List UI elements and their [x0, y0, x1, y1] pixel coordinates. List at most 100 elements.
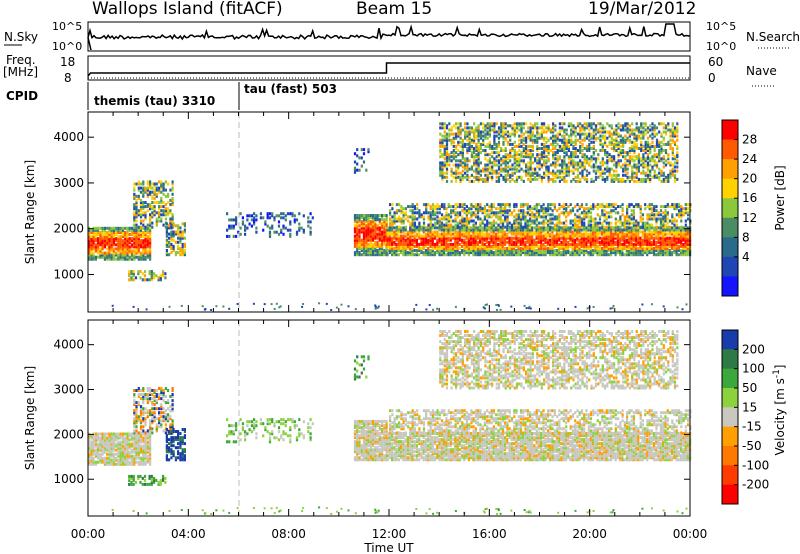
power-cell — [551, 242, 554, 246]
power-cell — [540, 236, 543, 240]
power-cell — [386, 226, 389, 230]
power-cell — [552, 155, 555, 159]
power-cell — [459, 144, 462, 148]
power-cell — [544, 236, 547, 240]
power-cell — [628, 249, 631, 252]
power-cell — [449, 236, 452, 240]
power-cell — [473, 175, 476, 179]
power-cell — [513, 205, 516, 209]
power-cell — [162, 188, 165, 192]
power-cell — [466, 173, 469, 177]
power-cell — [625, 251, 628, 255]
power-cell — [603, 240, 606, 244]
power-cell — [135, 237, 138, 241]
power-cell — [101, 243, 104, 247]
power-cell — [481, 249, 484, 252]
power-cell — [671, 213, 674, 217]
power-cell — [457, 153, 460, 157]
power-cell — [497, 161, 501, 165]
power-cell — [492, 228, 495, 232]
power-cell — [561, 177, 564, 181]
power-cell — [168, 224, 171, 228]
power-cell — [121, 243, 125, 247]
power-cell — [533, 207, 536, 211]
power-cell — [587, 234, 590, 238]
power-cell — [481, 251, 484, 255]
power-cell — [526, 221, 529, 225]
power-cell — [515, 213, 518, 217]
power-cell — [501, 253, 504, 257]
power-cell — [409, 226, 412, 230]
power-cell — [542, 238, 545, 242]
power-cell — [652, 230, 656, 234]
power-cell — [311, 216, 314, 220]
power-cell — [445, 211, 448, 215]
power-cell — [567, 147, 570, 150]
power-cell — [130, 278, 133, 282]
power-cell — [612, 232, 615, 236]
power-cell — [594, 177, 598, 181]
power-cell — [556, 142, 559, 146]
power-cell — [606, 165, 609, 169]
power-cell — [409, 205, 412, 209]
power-cell — [128, 233, 131, 236]
power-cell — [571, 230, 574, 234]
power-cell — [536, 165, 539, 169]
power-cell — [464, 132, 467, 136]
power-cell — [547, 207, 550, 211]
power-cell — [424, 236, 428, 240]
power-cell — [436, 249, 439, 252]
power-cell — [463, 232, 466, 236]
power-cell — [535, 207, 538, 211]
power-cell — [146, 249, 149, 253]
power-cell — [515, 205, 518, 209]
power-cell — [94, 231, 97, 234]
power-cell — [442, 249, 446, 252]
power-cell — [517, 230, 520, 234]
power-cell — [470, 234, 473, 238]
power-cell — [648, 226, 651, 230]
power-cell — [253, 220, 256, 224]
power-cell — [605, 234, 608, 238]
power-cell — [518, 138, 521, 142]
power-cell — [635, 225, 638, 229]
power-cell — [404, 247, 407, 250]
power-cell — [420, 240, 423, 244]
power-cell — [94, 237, 97, 241]
power-cell — [441, 175, 444, 179]
power-cell — [121, 233, 125, 236]
power-cell — [367, 214, 370, 217]
power-cell — [527, 161, 530, 165]
power-cell — [88, 228, 91, 232]
power-cell — [482, 134, 485, 138]
power-cell — [155, 221, 158, 225]
power-cell — [473, 132, 476, 136]
power-cell — [126, 251, 129, 255]
power-cell — [383, 224, 386, 228]
power-cell — [117, 239, 120, 243]
power-cell — [552, 130, 555, 134]
power-cell — [659, 242, 662, 246]
power-cell — [555, 238, 558, 242]
power-cell — [512, 236, 516, 240]
power-cell — [488, 234, 491, 238]
power-cell — [395, 230, 398, 234]
power-cell — [367, 244, 370, 248]
power-cell — [454, 217, 457, 221]
power-cell — [473, 149, 476, 152]
power-cell — [529, 130, 532, 134]
power-cell — [579, 122, 582, 126]
power-cell — [504, 165, 507, 169]
power-cell — [587, 232, 590, 236]
power-cell — [470, 128, 473, 132]
power-cell — [170, 247, 173, 250]
power-cell — [623, 238, 626, 242]
power-cell — [565, 167, 568, 171]
power-cell — [395, 249, 398, 252]
power-cell — [155, 274, 158, 278]
power-cell — [529, 219, 532, 223]
power-cell — [529, 173, 532, 177]
power-cell — [427, 232, 430, 236]
power-cell — [591, 240, 595, 244]
power-cell — [448, 134, 451, 138]
